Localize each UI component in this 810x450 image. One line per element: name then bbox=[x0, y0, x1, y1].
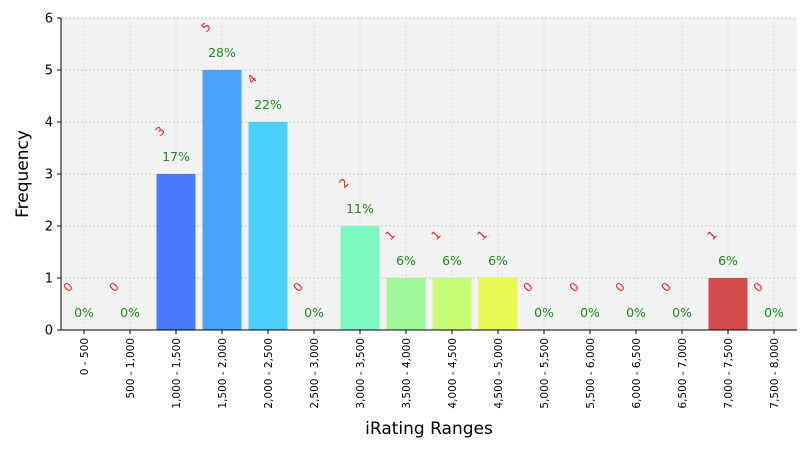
x-tick-label: 3,000 - 3,500 bbox=[355, 338, 367, 409]
x-tick-label: 5,500 - 6,000 bbox=[585, 338, 597, 409]
x-tick-label: 500 - 1,000 bbox=[125, 338, 137, 399]
bar bbox=[386, 278, 426, 330]
y-tick-label: 2 bbox=[45, 220, 53, 235]
x-tick-label: 4,000 - 4,500 bbox=[447, 338, 459, 409]
y-tick-label: 0 bbox=[45, 324, 53, 339]
percent-label: 0% bbox=[764, 305, 784, 320]
y-tick-label: 3 bbox=[45, 168, 53, 183]
x-tick-label: 6,000 - 6,500 bbox=[631, 338, 643, 409]
x-tick-label: 1,000 - 1,500 bbox=[171, 338, 183, 409]
bar bbox=[156, 174, 196, 330]
x-tick-label: 6,500 - 7,000 bbox=[677, 338, 689, 409]
y-axis-label: Frequency bbox=[13, 130, 33, 218]
percent-label: 28% bbox=[208, 45, 236, 60]
bar bbox=[248, 122, 288, 330]
x-tick-label: 5,000 - 5,500 bbox=[539, 338, 551, 409]
bar bbox=[708, 278, 748, 330]
percent-label: 0% bbox=[74, 305, 94, 320]
percent-label: 0% bbox=[580, 305, 600, 320]
percent-label: 6% bbox=[488, 253, 508, 268]
bar bbox=[432, 278, 472, 330]
percent-label: 0% bbox=[626, 305, 646, 320]
bar bbox=[202, 70, 242, 330]
x-tick-label: 3,500 - 4,000 bbox=[401, 338, 413, 409]
x-tick-label: 0 - 500 bbox=[79, 338, 91, 375]
x-axis-label: iRating Ranges bbox=[365, 419, 493, 439]
bar bbox=[340, 226, 380, 330]
y-tick-label: 6 bbox=[45, 12, 53, 27]
percent-label: 22% bbox=[254, 97, 282, 112]
x-tick-label: 4,500 - 5,000 bbox=[493, 338, 505, 409]
percent-label: 17% bbox=[162, 149, 190, 164]
percent-label: 0% bbox=[534, 305, 554, 320]
percent-label: 6% bbox=[718, 253, 738, 268]
percent-label: 6% bbox=[442, 253, 462, 268]
x-tick-label: 7,500 - 8,000 bbox=[769, 338, 781, 409]
x-tick-label: 2,000 - 2,500 bbox=[263, 338, 275, 409]
y-tick-label: 5 bbox=[45, 64, 53, 79]
percent-label: 11% bbox=[346, 201, 374, 216]
bar bbox=[478, 278, 518, 330]
x-tick-label: 2,500 - 3,000 bbox=[309, 338, 321, 409]
percent-label: 0% bbox=[120, 305, 140, 320]
y-tick-label: 4 bbox=[45, 116, 53, 131]
percent-label: 0% bbox=[304, 305, 324, 320]
x-tick-label: 7,000 - 7,500 bbox=[723, 338, 735, 409]
percent-label: 6% bbox=[396, 253, 416, 268]
x-tick-label: 1,500 - 2,000 bbox=[217, 338, 229, 409]
y-tick-label: 1 bbox=[45, 272, 53, 287]
percent-label: 0% bbox=[672, 305, 692, 320]
